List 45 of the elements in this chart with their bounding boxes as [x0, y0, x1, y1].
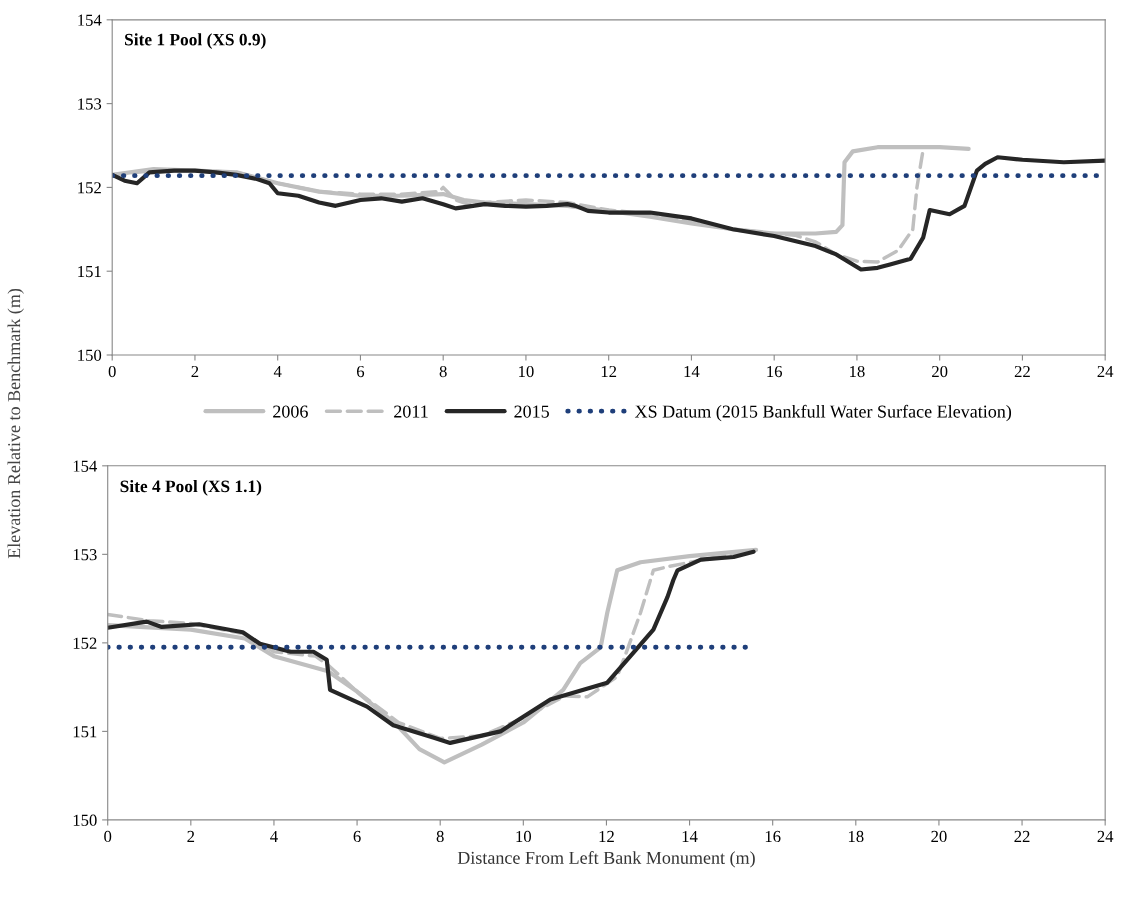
- x-tick-label: 10: [519, 365, 534, 378]
- y-tick-label: 153: [78, 98, 102, 110]
- y-tick-label: 154: [73, 460, 98, 472]
- x-tick-label: 18: [850, 365, 865, 378]
- x-tick-label: 2: [187, 830, 195, 842]
- y-tick-label: 152: [73, 637, 97, 649]
- x-tick-label: 8: [439, 365, 447, 378]
- x-tick-label: 0: [104, 830, 112, 843]
- x-tick-label: 12: [599, 830, 614, 842]
- x-tick-label: 0: [108, 365, 116, 378]
- x-tick-label: 6: [356, 365, 365, 378]
- x-tick-label: 14: [682, 830, 698, 842]
- x-tick-label: 20: [932, 365, 948, 378]
- x-tick-label: 8: [436, 830, 444, 843]
- y-axis-title: Elevation Relative to Benchmark (m): [7, 288, 24, 559]
- x-tick-label: 22: [1014, 830, 1030, 842]
- x-axis-title: Distance From Left Bank Monument (m): [457, 851, 755, 868]
- x-tick-label: 10: [516, 830, 532, 843]
- y-tick-label: 153: [73, 549, 97, 561]
- text: Site 1 Pool (XS 0.9): [125, 33, 266, 49]
- y-tick-label: 150: [73, 814, 97, 826]
- x-tick-label: 14: [684, 365, 700, 377]
- legend-label: XS Datum (2015 Bankfull Water Surface Elevation): [634, 404, 1012, 422]
- x-tick-label: 24: [1097, 830, 1114, 842]
- legend-label: 2006: [273, 405, 308, 418]
- x-tick-label: 2: [191, 365, 199, 377]
- y-tick-label: 150: [78, 349, 102, 361]
- x-tick-label: 20: [931, 830, 947, 843]
- y-tick-label: 151: [73, 726, 97, 738]
- y-tick-label: 151: [78, 265, 101, 278]
- x-tick-label: 4: [273, 366, 282, 377]
- line-series: [112, 155, 1106, 272]
- x-tick-label: 6: [353, 830, 361, 843]
- legend-label: 2015: [514, 405, 549, 418]
- legend-label: 2011: [394, 405, 428, 418]
- x-tick-label: 16: [765, 830, 781, 843]
- x-tick-label: 22: [1014, 365, 1030, 377]
- y-tick-label: 152: [78, 182, 101, 194]
- y-tick-label: 154: [78, 14, 102, 26]
- text: Site 4 Pool (XS 1.1): [120, 479, 262, 496]
- x-tick-label: 18: [848, 830, 864, 843]
- x-tick-label: 16: [767, 365, 783, 378]
- x-tick-label: 24: [1097, 365, 1114, 377]
- x-tick-label: 12: [601, 365, 617, 377]
- x-tick-label: 4: [270, 830, 278, 842]
